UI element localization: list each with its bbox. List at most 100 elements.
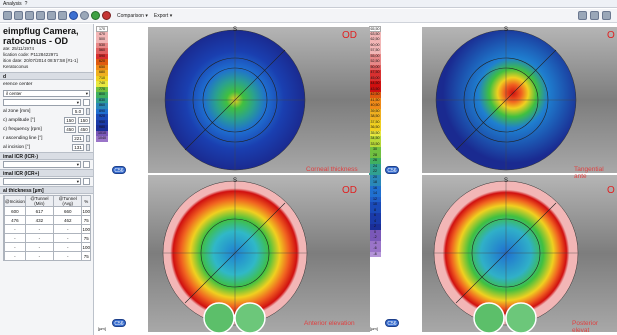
elevation-color-scale: 65,50 63,50 62,50 60,00 57,50 55,00 52,50 50,00… bbox=[369, 26, 381, 326]
camera-button-right-bottom[interactable]: C56 bbox=[385, 319, 399, 327]
patient-code: lication code: P1128422971 bbox=[3, 52, 59, 57]
record-icon[interactable] bbox=[91, 11, 100, 20]
heart-icon[interactable] bbox=[102, 11, 111, 20]
scale-step: 470 bbox=[96, 31, 108, 37]
table-row: - - -100 bbox=[3, 242, 91, 252]
eye-label-br: O bbox=[607, 185, 615, 196]
amplitude-input-2[interactable]: 150 bbox=[78, 117, 90, 124]
ref-center-select[interactable]: il center bbox=[3, 90, 90, 97]
optical-zone-label: al zone [mm] bbox=[3, 109, 31, 114]
scale-step: 800 bbox=[96, 92, 108, 98]
icr-plus-select[interactable] bbox=[3, 178, 81, 185]
superior-label-br: S bbox=[504, 178, 509, 184]
ascending-line-label: r ascending line [°] bbox=[3, 136, 43, 141]
scale-step: -6 bbox=[369, 246, 381, 252]
ascending-line-input[interactable]: 221 bbox=[72, 135, 84, 142]
scale-step: 40,50 bbox=[369, 103, 381, 109]
toolbar-right bbox=[578, 11, 611, 20]
incision-input[interactable]: 131 bbox=[72, 144, 84, 151]
icr-plus-pin-icon[interactable] bbox=[83, 178, 90, 185]
grid-icon[interactable] bbox=[47, 11, 56, 20]
table-header: @Tunnel (Min) bbox=[24, 195, 54, 207]
amplitude-input-1[interactable]: 150 bbox=[64, 117, 76, 124]
scale-step: 1010 bbox=[96, 130, 108, 136]
menu-help[interactable]: ? bbox=[24, 0, 28, 7]
table-row: 600 617 660 100 bbox=[3, 206, 91, 216]
frequency-input-1[interactable]: 450 bbox=[64, 126, 76, 133]
optical-zone-stepper[interactable] bbox=[86, 108, 90, 115]
scale-step: 36,50 bbox=[369, 125, 381, 131]
icr-plus-header: imal ICR (ICR+) bbox=[0, 169, 93, 177]
toolbar: Comparison ▾ Export ▾ bbox=[0, 9, 617, 23]
eye-label-tl: OD bbox=[342, 30, 357, 41]
scale-step: 980 bbox=[96, 125, 108, 131]
settings-icon[interactable] bbox=[36, 11, 45, 20]
eye-icon[interactable] bbox=[80, 11, 89, 20]
ascending-line-stepper[interactable] bbox=[86, 135, 90, 142]
icr-minus-select[interactable] bbox=[3, 161, 81, 168]
menu-bar: Analysis ? bbox=[0, 0, 617, 8]
scale-step: 8 bbox=[369, 207, 381, 213]
save-icon[interactable] bbox=[3, 11, 12, 20]
icr-minus-pin-icon[interactable] bbox=[83, 161, 90, 168]
map-select[interactable] bbox=[3, 99, 81, 106]
scale-step: 6 bbox=[369, 213, 381, 219]
table-header: @Tunnel (Avg) bbox=[52, 195, 83, 207]
thickness-table-header: al thickness [µm] bbox=[0, 186, 93, 194]
pin-icon[interactable] bbox=[83, 99, 90, 106]
camera-button-right-top[interactable]: C56 bbox=[385, 166, 399, 174]
scale-step: 890 bbox=[96, 108, 108, 114]
scale-step: 770 bbox=[96, 86, 108, 92]
map-title-thickness: Corneal thickness bbox=[306, 166, 358, 173]
scale-step: 30 bbox=[369, 147, 381, 153]
scale-step: 500 bbox=[96, 37, 108, 43]
amplitude-label: c) amplitude [°] bbox=[3, 118, 36, 123]
scale-step: 16 bbox=[369, 185, 381, 191]
scale-step: 0 bbox=[369, 229, 381, 235]
zoom-icon[interactable] bbox=[590, 11, 599, 20]
scale-step: 34,50 bbox=[369, 136, 381, 142]
tools-icon[interactable] bbox=[578, 11, 587, 20]
frequency-label: c) frequency [rpm] bbox=[3, 127, 42, 132]
patient-dob: ate: 25/11/1974 bbox=[3, 46, 34, 51]
exam-title-line1: eimpflug Camera, bbox=[3, 26, 79, 36]
scale-step: 650 bbox=[96, 64, 108, 70]
menu-analysis[interactable]: Analysis bbox=[3, 0, 22, 7]
map-title-tangential: Tangential ante bbox=[574, 166, 604, 180]
optical-zone-input[interactable]: 5.0 bbox=[72, 108, 84, 115]
scale-unit-left: [µm] bbox=[98, 326, 106, 331]
scale-step: 52,50 bbox=[369, 59, 381, 65]
scale-step: 43,50 bbox=[369, 86, 381, 92]
scale-step: 680 bbox=[96, 70, 108, 76]
thickness-table: @Incision @Tunnel (Min) @Tunnel (Avg) % … bbox=[3, 195, 91, 261]
camera-button-bottom[interactable]: C56 bbox=[112, 319, 126, 327]
scale-step: 2 bbox=[369, 224, 381, 230]
table-row: 476 432 462 75 bbox=[3, 215, 91, 225]
eye-label-tr: O bbox=[607, 30, 615, 41]
incision-stepper[interactable] bbox=[86, 144, 90, 151]
scale-step: 740 bbox=[96, 81, 108, 87]
icr-minus-header: imal ICR (ICR-) bbox=[0, 152, 93, 160]
table-header: % bbox=[81, 195, 91, 207]
scale-step: 47,50 bbox=[369, 70, 381, 76]
diagnosis: Keratoconus bbox=[3, 64, 29, 69]
eye-label-bl: OD bbox=[342, 185, 357, 196]
scale-step: 710 bbox=[96, 75, 108, 81]
export-icon[interactable] bbox=[25, 11, 34, 20]
scale-step: 55,00 bbox=[369, 53, 381, 59]
camera-button-top[interactable]: C56 bbox=[112, 166, 126, 174]
fullscreen-icon[interactable] bbox=[602, 11, 611, 20]
scale-step: 60,00 bbox=[369, 42, 381, 48]
scale-step: 20 bbox=[369, 174, 381, 180]
comparison-menu[interactable]: Comparison ▾ bbox=[117, 12, 148, 19]
scale-step: 10 bbox=[369, 202, 381, 208]
info-icon[interactable] bbox=[69, 11, 78, 20]
frequency-input-2[interactable]: 450 bbox=[78, 126, 90, 133]
print-icon[interactable] bbox=[14, 11, 23, 20]
compare-icon[interactable] bbox=[58, 11, 67, 20]
scale-step: 62,50 bbox=[369, 37, 381, 43]
scale-step: 50,00 bbox=[369, 64, 381, 70]
table-row: - - -75 bbox=[3, 251, 91, 261]
scale-step: 38,50 bbox=[369, 114, 381, 120]
export-menu[interactable]: Export ▾ bbox=[153, 12, 173, 19]
